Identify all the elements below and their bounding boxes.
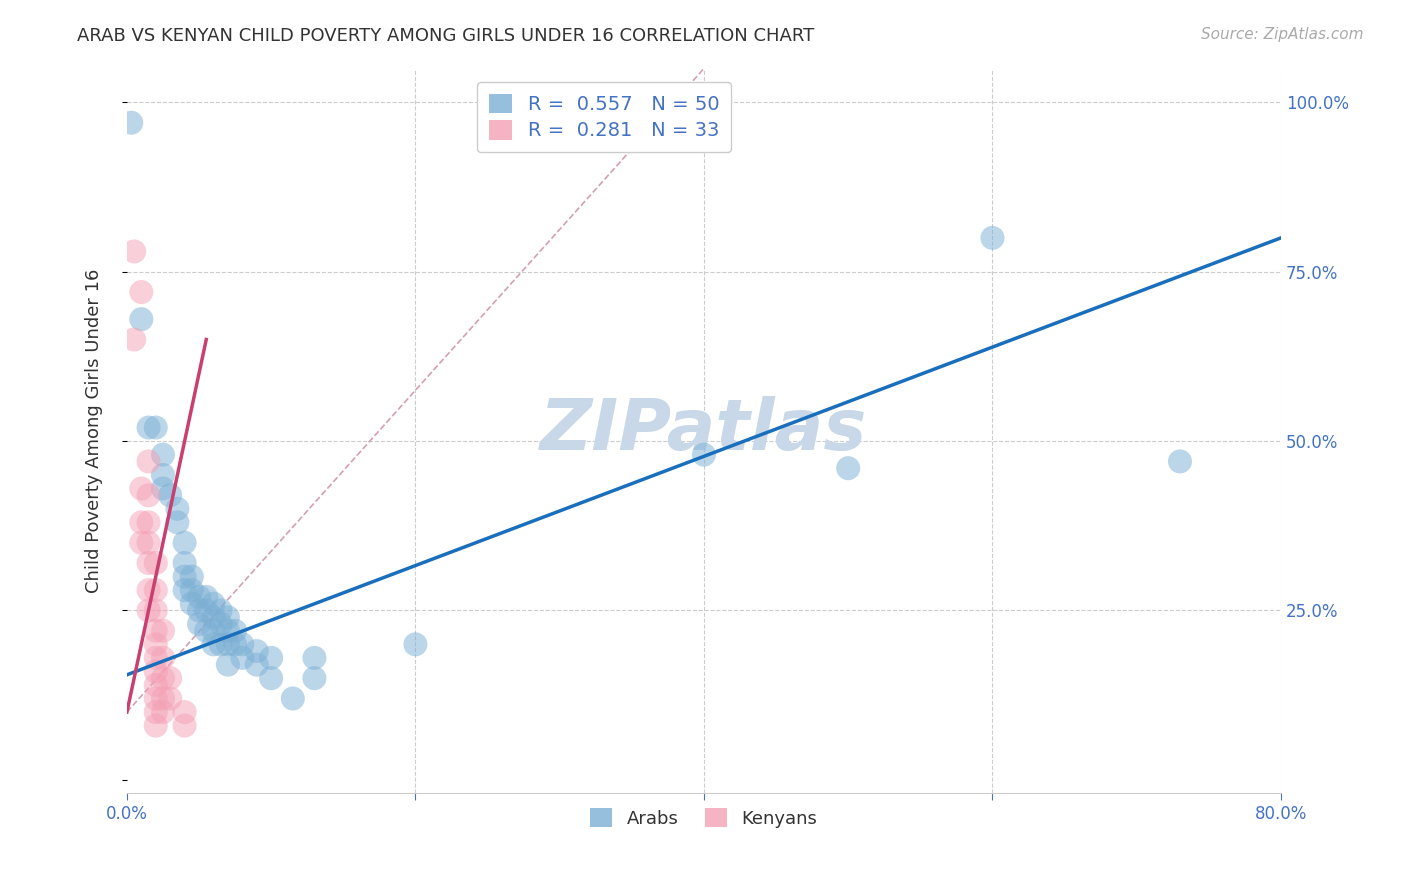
Point bbox=[145, 718, 167, 732]
Point bbox=[1168, 454, 1191, 468]
Point bbox=[173, 705, 195, 719]
Point bbox=[217, 637, 239, 651]
Point bbox=[166, 516, 188, 530]
Point bbox=[209, 617, 232, 632]
Point bbox=[122, 244, 145, 259]
Point bbox=[152, 448, 174, 462]
Point bbox=[138, 516, 160, 530]
Point bbox=[173, 535, 195, 549]
Point bbox=[145, 678, 167, 692]
Point bbox=[837, 461, 859, 475]
Point bbox=[224, 624, 246, 638]
Point bbox=[138, 583, 160, 598]
Point bbox=[145, 420, 167, 434]
Point bbox=[281, 691, 304, 706]
Point bbox=[138, 488, 160, 502]
Point bbox=[173, 718, 195, 732]
Point bbox=[202, 637, 225, 651]
Point bbox=[145, 624, 167, 638]
Point bbox=[304, 671, 326, 685]
Point bbox=[159, 691, 181, 706]
Point bbox=[145, 583, 167, 598]
Point bbox=[152, 691, 174, 706]
Point bbox=[145, 603, 167, 617]
Point bbox=[180, 583, 202, 598]
Point bbox=[173, 583, 195, 598]
Point bbox=[131, 482, 153, 496]
Point bbox=[152, 482, 174, 496]
Point bbox=[202, 624, 225, 638]
Point bbox=[131, 516, 153, 530]
Point bbox=[188, 617, 211, 632]
Point bbox=[138, 535, 160, 549]
Point bbox=[145, 556, 167, 570]
Point bbox=[260, 671, 283, 685]
Point bbox=[246, 657, 269, 672]
Point bbox=[209, 603, 232, 617]
Point bbox=[152, 467, 174, 482]
Point bbox=[260, 651, 283, 665]
Text: ZIPatlas: ZIPatlas bbox=[540, 396, 868, 466]
Point bbox=[217, 610, 239, 624]
Point bbox=[981, 231, 1004, 245]
Point bbox=[231, 637, 253, 651]
Point bbox=[152, 671, 174, 685]
Point bbox=[120, 116, 142, 130]
Point bbox=[145, 651, 167, 665]
Point bbox=[217, 624, 239, 638]
Point bbox=[217, 657, 239, 672]
Point bbox=[152, 624, 174, 638]
Text: ARAB VS KENYAN CHILD POVERTY AMONG GIRLS UNDER 16 CORRELATION CHART: ARAB VS KENYAN CHILD POVERTY AMONG GIRLS… bbox=[77, 27, 814, 45]
Point bbox=[173, 556, 195, 570]
Point bbox=[131, 312, 153, 326]
Point bbox=[202, 597, 225, 611]
Point bbox=[246, 644, 269, 658]
Point bbox=[173, 569, 195, 583]
Legend: Arabs, Kenyans: Arabs, Kenyans bbox=[583, 801, 825, 835]
Point bbox=[152, 651, 174, 665]
Point bbox=[693, 448, 716, 462]
Text: Source: ZipAtlas.com: Source: ZipAtlas.com bbox=[1201, 27, 1364, 42]
Point bbox=[188, 590, 211, 604]
Point bbox=[145, 705, 167, 719]
Point bbox=[138, 556, 160, 570]
Point bbox=[152, 705, 174, 719]
Point bbox=[122, 333, 145, 347]
Point bbox=[209, 637, 232, 651]
Point bbox=[304, 651, 326, 665]
Point bbox=[195, 603, 218, 617]
Point bbox=[138, 420, 160, 434]
Point bbox=[138, 454, 160, 468]
Point bbox=[180, 597, 202, 611]
Point bbox=[195, 624, 218, 638]
Point bbox=[180, 569, 202, 583]
Point bbox=[159, 671, 181, 685]
Point bbox=[231, 651, 253, 665]
Point bbox=[131, 285, 153, 299]
Point bbox=[159, 488, 181, 502]
Point bbox=[166, 501, 188, 516]
Point bbox=[224, 637, 246, 651]
Point bbox=[188, 603, 211, 617]
Point bbox=[145, 637, 167, 651]
Point bbox=[145, 665, 167, 679]
Point bbox=[131, 535, 153, 549]
Point bbox=[404, 637, 426, 651]
Point bbox=[202, 610, 225, 624]
Y-axis label: Child Poverty Among Girls Under 16: Child Poverty Among Girls Under 16 bbox=[86, 268, 103, 593]
Point bbox=[145, 691, 167, 706]
Point bbox=[195, 590, 218, 604]
Point bbox=[138, 603, 160, 617]
